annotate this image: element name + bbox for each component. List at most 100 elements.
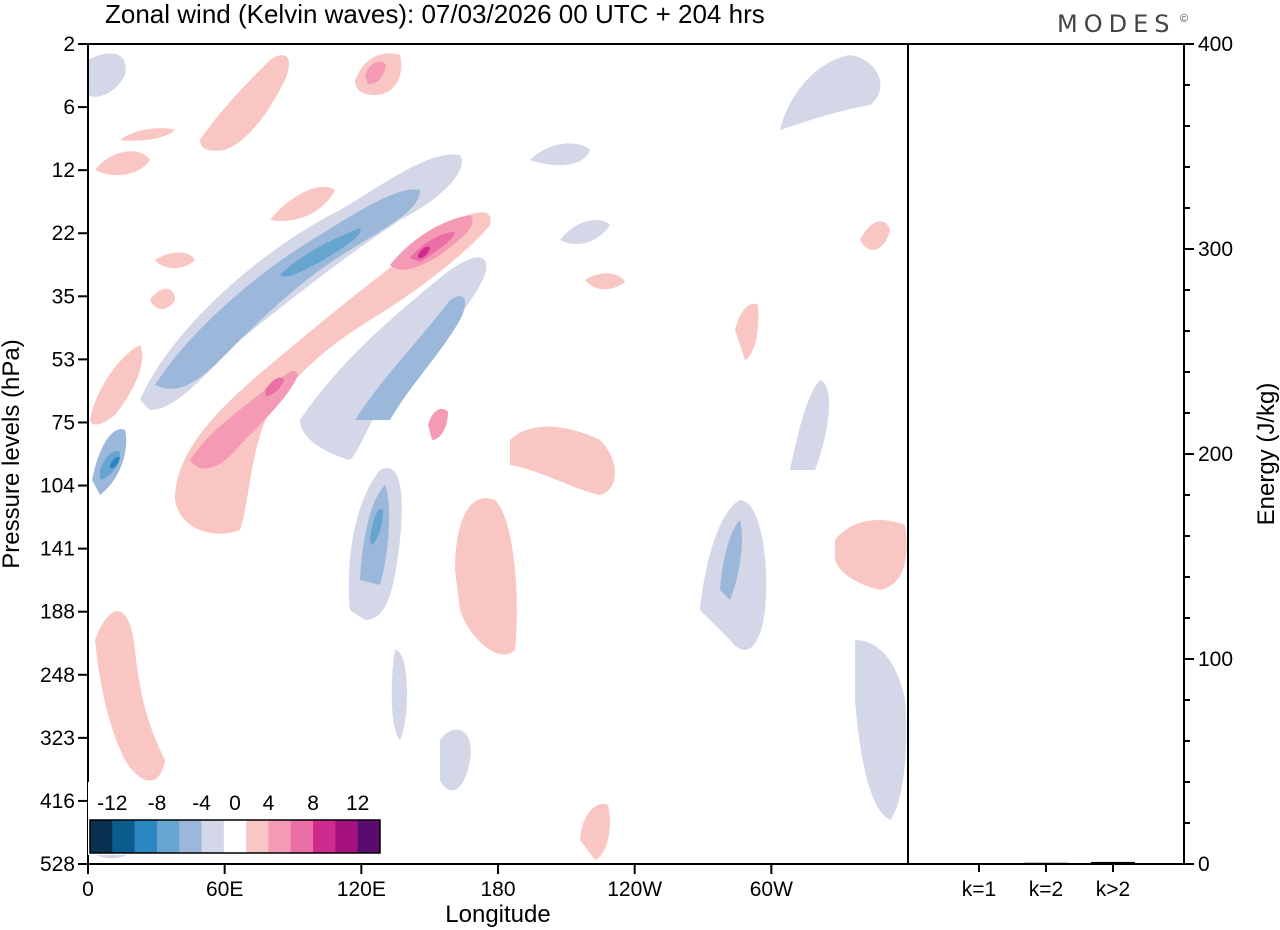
y-tick-label: 22 bbox=[52, 222, 75, 245]
energy-tick-label: 100 bbox=[1198, 648, 1233, 671]
contour-pos-small-1 bbox=[155, 252, 195, 269]
y-tick-label: 6 bbox=[63, 96, 75, 119]
pressure-axis: 2 6 12 22 35 53 75 104 141 188 248 323 416 528 bbox=[40, 33, 88, 876]
contour-pos-4-main bbox=[190, 370, 298, 469]
colorbar-swatch bbox=[90, 820, 113, 853]
energy-tick-label: 400 bbox=[1198, 33, 1233, 56]
contour-neg-8-column bbox=[370, 509, 383, 545]
energy-bar bbox=[1091, 861, 1135, 864]
energy-category-label: k>2 bbox=[1096, 878, 1130, 901]
colorbar-swatch bbox=[134, 820, 158, 853]
contour-pos-east-small bbox=[735, 303, 759, 360]
x-tick-label: 60E bbox=[206, 878, 243, 901]
energy-tick-label: 300 bbox=[1198, 238, 1233, 261]
y-tick-label: 528 bbox=[40, 853, 75, 876]
contour-neg-mid-2 bbox=[560, 220, 610, 245]
contour-pos-far-east bbox=[835, 520, 907, 590]
contour-pos-main-band bbox=[175, 212, 491, 534]
brand-mark: © bbox=[1180, 13, 1188, 25]
contour-pos-left-column bbox=[95, 611, 165, 781]
contour-neg-band-2 bbox=[300, 257, 487, 460]
energy-tick-label: 200 bbox=[1198, 443, 1233, 466]
energy-bars: k=1 k=2 k>2 bbox=[957, 861, 1135, 901]
y-tick-label: 12 bbox=[52, 159, 75, 182]
y-axis-label: Pressure levels (hPa) bbox=[0, 339, 25, 568]
colorbar-swatch bbox=[223, 820, 247, 853]
contour-pos-small-3 bbox=[585, 273, 625, 290]
y-tick-label: 323 bbox=[40, 727, 75, 750]
energy-axis-label: Energy (J/kg) bbox=[1253, 383, 1280, 526]
longitude-axis: 0 60E 120E 180 120W 60W bbox=[82, 864, 793, 901]
energy-tick-label: 0 bbox=[1198, 853, 1210, 876]
contour-pos-top-left bbox=[95, 151, 150, 176]
x-axis-label: Longitude bbox=[445, 901, 550, 928]
y-tick-label: 248 bbox=[40, 664, 75, 687]
colorbar-swatch bbox=[357, 820, 381, 853]
colorbar-label: 8 bbox=[307, 792, 319, 815]
colorbar-swatch bbox=[313, 820, 336, 853]
contour-pos-4-small bbox=[428, 408, 448, 440]
colorbar-swatch bbox=[156, 820, 180, 853]
contour-pos-upper-band bbox=[200, 55, 290, 151]
contour-pos-8-main bbox=[265, 377, 284, 396]
colorbar-swatch bbox=[201, 820, 225, 853]
contour-pos-bottom bbox=[580, 804, 610, 860]
contour-neg-upper-left bbox=[88, 53, 126, 97]
contour-neg-8 bbox=[280, 228, 361, 277]
contour-pos-small-2 bbox=[150, 288, 175, 309]
contour-pos-column-180 bbox=[455, 498, 517, 655]
y-tick-label: 188 bbox=[40, 601, 75, 624]
contour-neg-12 bbox=[110, 456, 120, 469]
chart-title: Zonal wind (Kelvin waves): 07/03/2026 00… bbox=[105, 0, 765, 29]
x-tick-label: 60W bbox=[750, 878, 793, 901]
y-tick-label: 53 bbox=[52, 348, 75, 371]
colorbar-swatch bbox=[268, 820, 292, 853]
contour-pos-left-small bbox=[90, 345, 143, 425]
energy-bar bbox=[1024, 862, 1068, 864]
contour-neg-lower-2 bbox=[440, 729, 471, 791]
contour-pos-small-5 bbox=[120, 128, 175, 141]
contour-neg-top-right bbox=[780, 55, 881, 130]
energy-category-label: k=2 bbox=[1029, 878, 1063, 901]
colorbar-label: -12 bbox=[97, 792, 127, 815]
wind-contours bbox=[88, 53, 907, 860]
y-tick-label: 141 bbox=[40, 538, 75, 561]
brand-logo: MODES bbox=[1057, 10, 1175, 38]
y-tick-label: 2 bbox=[63, 33, 75, 56]
x-tick-label: 120W bbox=[607, 878, 662, 901]
x-tick-label: 180 bbox=[480, 878, 515, 901]
contour-pos-4-top bbox=[365, 61, 386, 85]
y-tick-label: 104 bbox=[40, 475, 75, 498]
contour-pos-12-upper bbox=[418, 246, 430, 259]
colorbar-label: 12 bbox=[346, 792, 369, 815]
colorbar-label: -4 bbox=[192, 792, 211, 815]
contour-neg-far-east bbox=[855, 640, 907, 820]
colorbar: -12 -8 -4 0 4 8 12 bbox=[88, 782, 384, 855]
colorbar-swatch bbox=[112, 820, 136, 853]
x-tick-label: 120E bbox=[337, 878, 386, 901]
energy-category-label: k=1 bbox=[962, 878, 996, 901]
contour-neg-4-band-2 bbox=[355, 296, 466, 420]
colorbar-swatch bbox=[290, 820, 314, 853]
y-tick-label: 35 bbox=[52, 285, 75, 308]
contour-pos-small-4 bbox=[860, 221, 890, 251]
hovmoller-panel: 0 60E 120E 180 120W 60W 2 6 12 22 35 53 75 104 141 188… bbox=[0, 33, 909, 928]
colorbar-label: 0 bbox=[229, 792, 241, 815]
colorbar-frame bbox=[89, 819, 381, 854]
y-tick-label: 416 bbox=[40, 790, 75, 813]
contour-neg-4-east bbox=[720, 520, 742, 600]
contour-neg-lower bbox=[391, 650, 407, 740]
colorbar-label: -8 bbox=[148, 792, 167, 815]
x-tick-label: 0 bbox=[82, 878, 94, 901]
energy-bar bbox=[957, 863, 1001, 864]
colorbar-label: 4 bbox=[263, 792, 275, 815]
energy-frame bbox=[907, 43, 1185, 865]
contour-neg-east-2 bbox=[790, 380, 830, 470]
y-tick-label: 75 bbox=[52, 411, 75, 434]
contour-neg-mid-1 bbox=[530, 143, 590, 166]
colorbar-swatch bbox=[335, 820, 359, 853]
contour-pos-upper-mid bbox=[270, 186, 335, 221]
colorbar-swatch bbox=[246, 820, 269, 853]
contour-pos-mid-east bbox=[510, 426, 615, 495]
